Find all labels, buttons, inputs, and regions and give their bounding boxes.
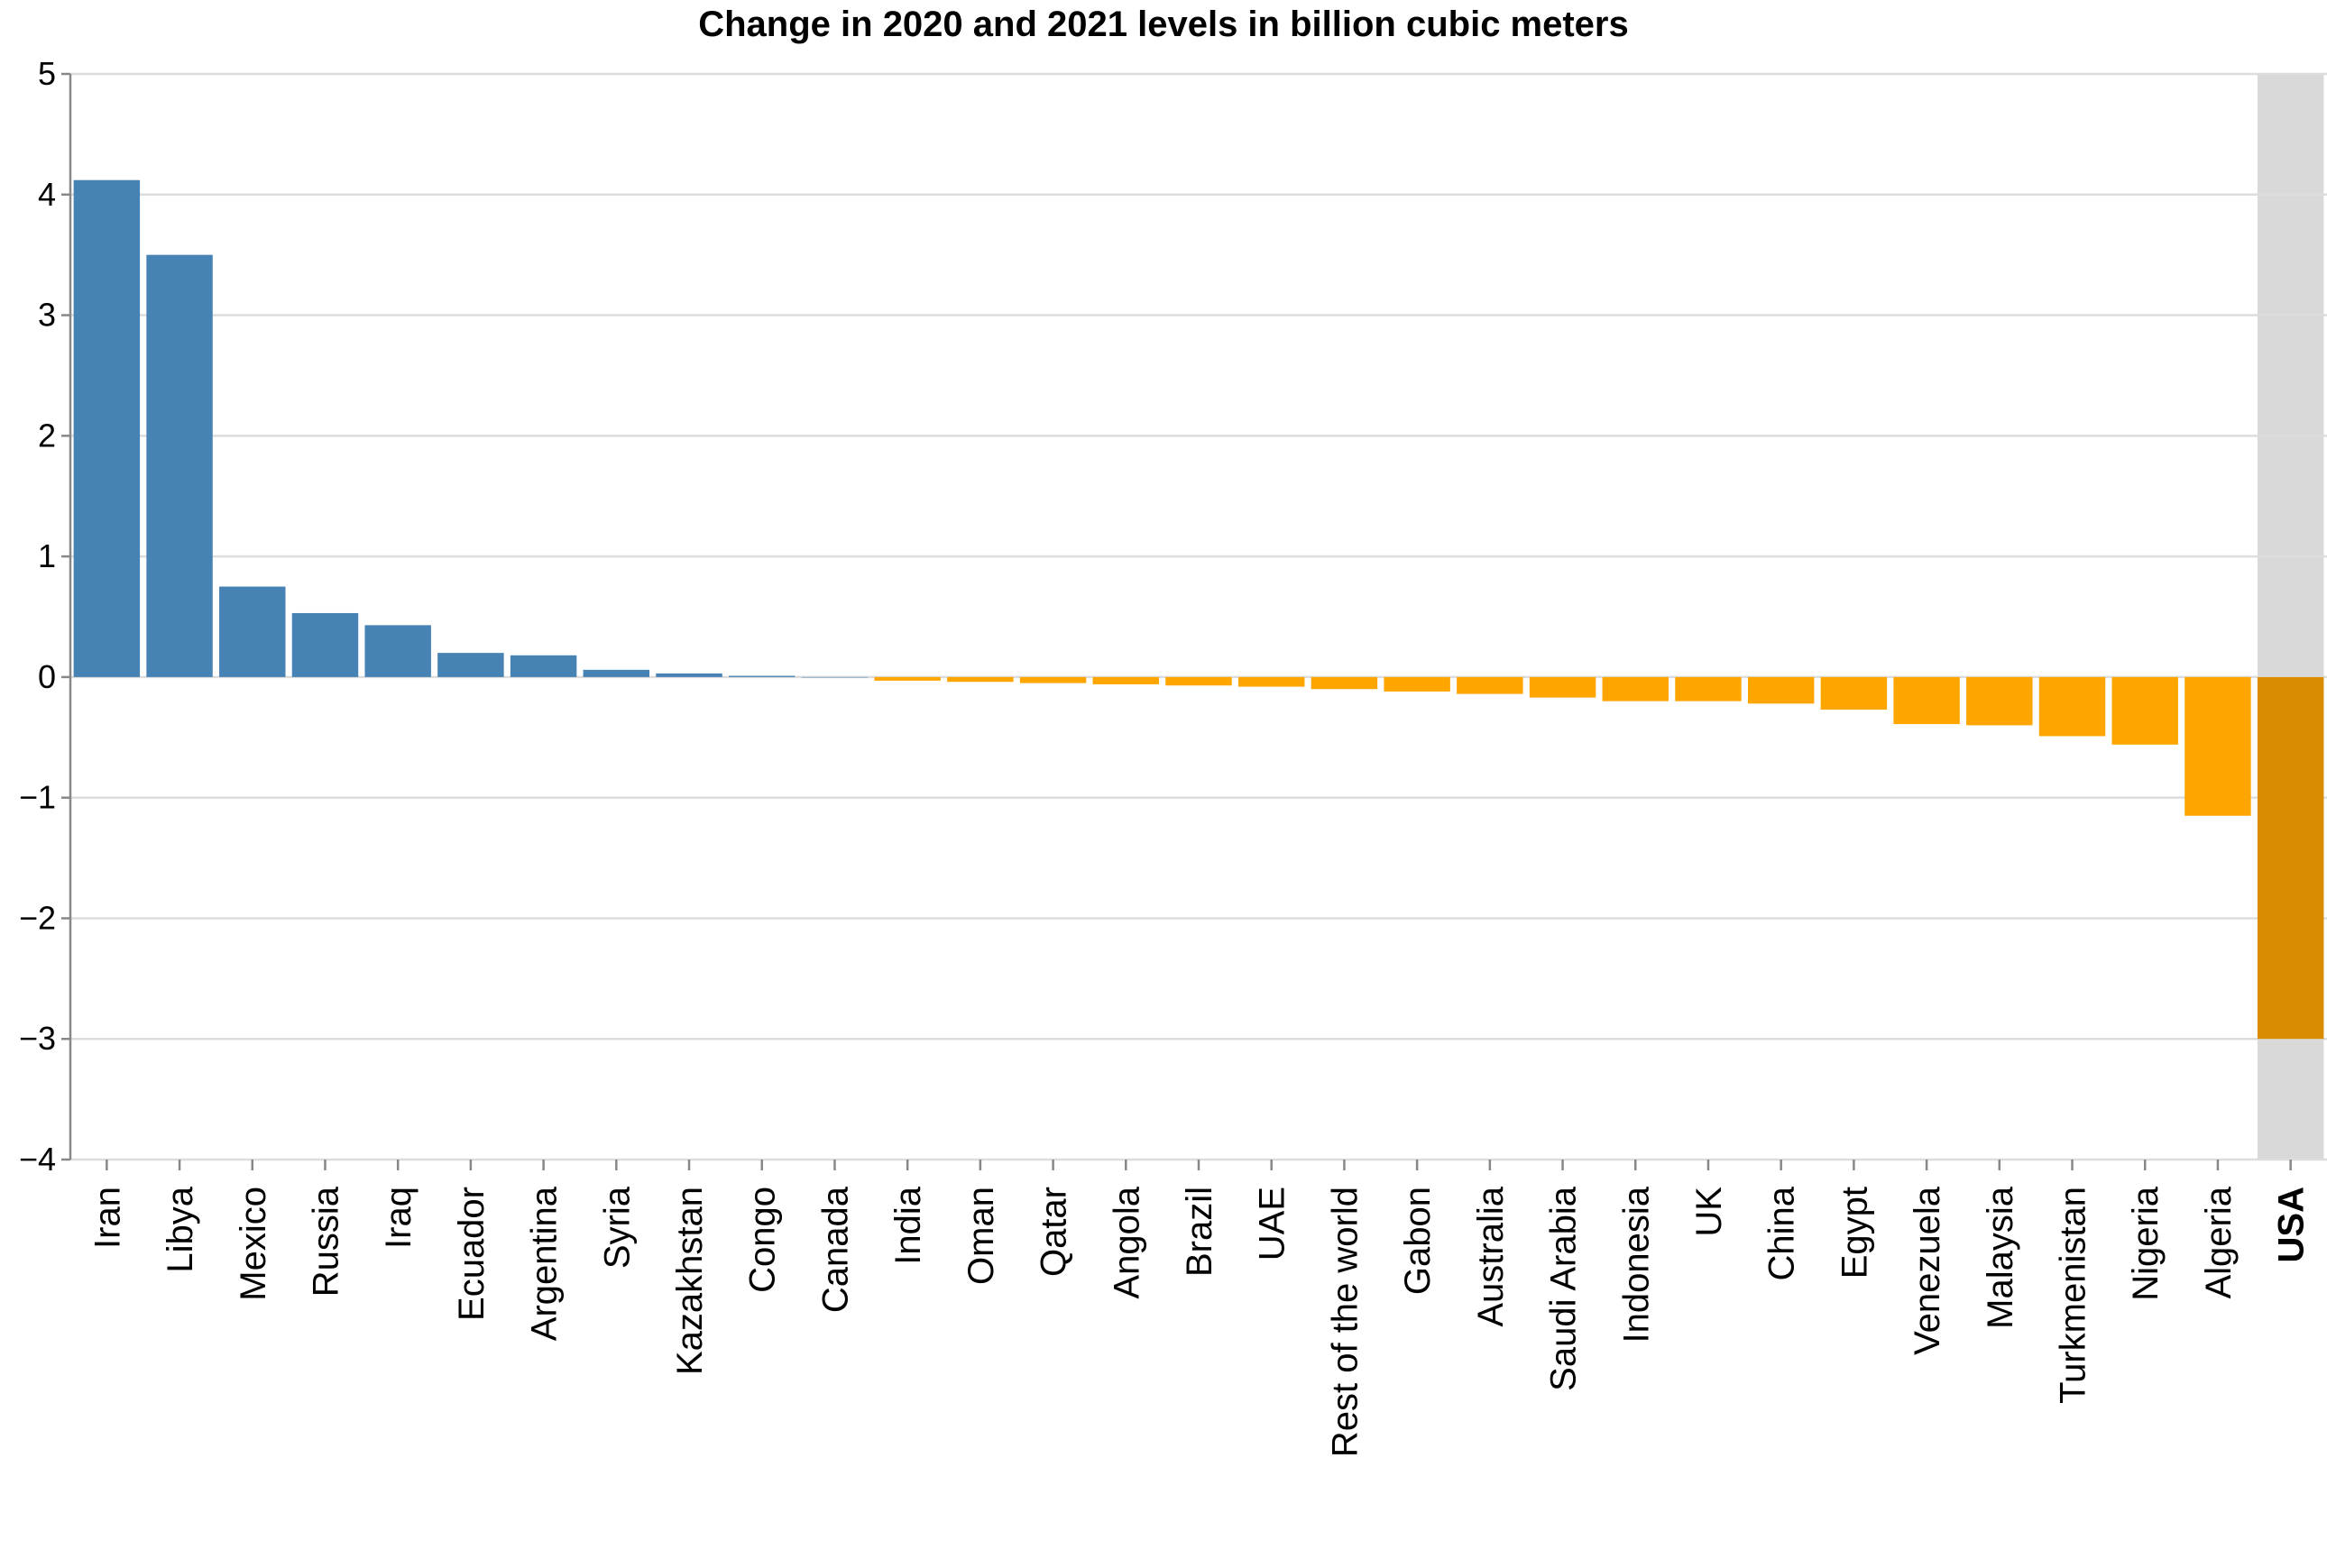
bar-kazakhstan bbox=[656, 673, 722, 677]
x-tick-label: Algeria bbox=[2199, 1186, 2239, 1298]
bar-uae bbox=[1237, 676, 1305, 687]
x-tick-label: Libya bbox=[161, 1186, 200, 1272]
bar-argentina bbox=[510, 655, 577, 677]
bar-syria bbox=[583, 669, 650, 677]
x-tick-label: Congo bbox=[743, 1187, 783, 1293]
bar-brazil bbox=[1165, 676, 1232, 686]
bar-congo bbox=[729, 675, 796, 677]
bar-mexico bbox=[219, 586, 286, 677]
x-tick-label: Egypt bbox=[1835, 1187, 1874, 1279]
y-tick-label: −4 bbox=[19, 1141, 56, 1178]
x-tick-label: Russia bbox=[306, 1186, 345, 1297]
x-tick-labels: Iran Libya Mexico Russia Iraq Ecuador Argentin… bbox=[87, 1186, 2311, 1457]
bar-indonesia bbox=[1602, 676, 1669, 701]
bar-canada bbox=[801, 676, 869, 678]
bar-rest-of-the-world bbox=[1311, 676, 1378, 690]
bar-egypt bbox=[1820, 676, 1888, 711]
x-tick-label: Nigeria bbox=[2126, 1186, 2166, 1300]
x-tick-label: Qatar bbox=[1035, 1187, 1074, 1277]
x-tick-label: Australia bbox=[1471, 1186, 1511, 1326]
x-tick-label: UAE bbox=[1253, 1187, 1292, 1261]
bar-ecuador bbox=[437, 653, 504, 677]
bar-uk bbox=[1675, 676, 1742, 701]
x-tick-label: Mexico bbox=[234, 1187, 273, 1301]
bar-venezuela bbox=[1893, 676, 1960, 725]
y-tick-label: −3 bbox=[19, 1020, 56, 1057]
bar-algeria bbox=[2184, 676, 2251, 816]
y-tick-label: 4 bbox=[38, 176, 56, 213]
bar-russia bbox=[291, 612, 359, 677]
bar-iran bbox=[73, 179, 141, 677]
y-tick-label: −1 bbox=[19, 779, 56, 816]
bar-malaysia bbox=[1966, 676, 2033, 726]
x-tick-label: Canada bbox=[815, 1186, 855, 1313]
x-tick-label: Gabon bbox=[1398, 1187, 1438, 1295]
x-tick-label: China bbox=[1762, 1186, 1802, 1280]
bar-saudi-arabia bbox=[1529, 676, 1596, 698]
bar-china bbox=[1747, 676, 1815, 704]
x-tick-label: Ecuador bbox=[452, 1187, 492, 1321]
bar-usa bbox=[2257, 676, 2324, 1040]
bar-nigeria bbox=[2111, 676, 2178, 745]
y-tick-label: 1 bbox=[38, 537, 56, 574]
bar-india bbox=[874, 676, 941, 681]
x-tick-label: Kazakhstan bbox=[670, 1187, 710, 1375]
x-tick-label: Syria bbox=[597, 1186, 637, 1269]
bar-australia bbox=[1457, 676, 1523, 694]
bar-turkmenistan bbox=[2038, 676, 2106, 737]
bar-qatar bbox=[1019, 676, 1087, 683]
bar-oman bbox=[947, 676, 1014, 683]
y-tick-label: 0 bbox=[38, 658, 56, 695]
gridlines bbox=[70, 72, 2327, 1161]
x-tick-label: Oman bbox=[961, 1187, 1001, 1285]
bar-iraq bbox=[364, 625, 431, 677]
x-tick-label: Iraq bbox=[379, 1187, 418, 1249]
x-tick-label: Saudi Arabia bbox=[1544, 1186, 1584, 1391]
x-tick-label: Brazil bbox=[1180, 1187, 1219, 1277]
x-tick-label: India bbox=[888, 1186, 928, 1264]
bars bbox=[73, 179, 2324, 1040]
y-tick-label: 3 bbox=[38, 297, 56, 334]
x-tick-label: Argentina bbox=[525, 1186, 565, 1341]
x-tick-label: USA bbox=[2272, 1187, 2312, 1262]
x-tick-label: Malaysia bbox=[1981, 1186, 2020, 1329]
x-tick-label: UK bbox=[1689, 1187, 1729, 1237]
bar-libya bbox=[146, 254, 213, 677]
bar-angola bbox=[1092, 676, 1160, 684]
y-tick-label: 2 bbox=[38, 417, 56, 454]
x-tick-label: Indonesia bbox=[1616, 1186, 1656, 1343]
x-tick-label: Rest of the world bbox=[1325, 1187, 1365, 1457]
x-tick-label: Iran bbox=[87, 1187, 127, 1249]
x-tick-label: Turkmenistan bbox=[2054, 1187, 2093, 1404]
x-tick-label: Angola bbox=[1107, 1186, 1146, 1298]
y-tick-label: −2 bbox=[19, 899, 56, 936]
bar-gabon bbox=[1384, 676, 1450, 692]
x-tick-label: Venezuela bbox=[1908, 1186, 1947, 1355]
chart-title: Change in 2020 and 2021 levels in billio… bbox=[698, 5, 1629, 44]
axes: 5 4 3 2 1 0 −1 −2 −3 −4 bbox=[19, 55, 2292, 1178]
y-tick-label: 5 bbox=[38, 55, 56, 92]
